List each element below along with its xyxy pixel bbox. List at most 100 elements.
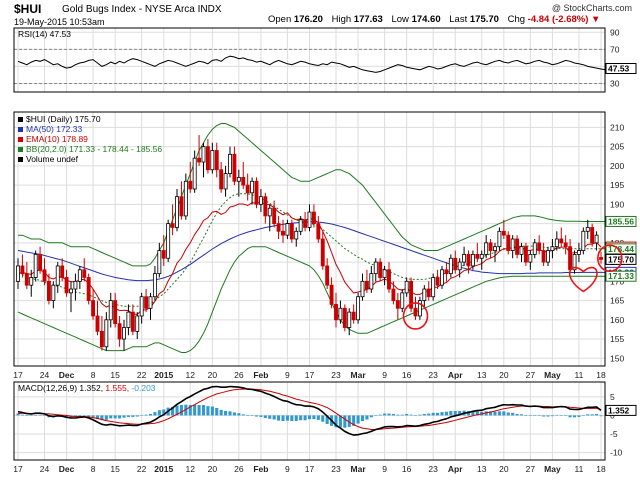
candle-body [537, 242, 542, 251]
price-x-tick-label: 12 [186, 370, 196, 380]
candle-body [466, 253, 471, 267]
macd-histogram-bar [254, 415, 259, 417]
candle-body [245, 184, 250, 194]
macd-x-tick-label: Dec [59, 464, 75, 474]
macd-histogram-bar [268, 415, 272, 419]
macd-histogram-bar [135, 415, 139, 417]
macd-histogram-bar [157, 410, 161, 416]
candle-body [33, 253, 38, 278]
macd-x-tick-label: 26 [234, 464, 244, 474]
macd-histogram-bar [427, 413, 431, 416]
price-y-tick-label: 150 [610, 353, 624, 363]
macd-histogram-bar [595, 413, 599, 416]
price-legend-entry: BB(20,2.0) 171.33 - 178.44 - 185.56 [26, 144, 162, 154]
macd-x-tick-label: 8 [91, 464, 96, 474]
candle-body [457, 261, 462, 271]
candle-body [316, 223, 321, 240]
price-y-tick-label: 160 [610, 315, 624, 325]
macd-histogram-bar [444, 411, 448, 416]
candle-body [519, 246, 524, 255]
price-legend-entry: MA(50) 172.33 [26, 124, 82, 134]
macd-histogram-bar [16, 413, 20, 416]
macd-histogram-bar [87, 415, 91, 417]
candle-body [254, 180, 259, 205]
macd-histogram-bar [383, 413, 387, 416]
macd-x-tick-label: 17 [305, 464, 315, 474]
macd-histogram-bar [113, 415, 117, 419]
candle-body [24, 273, 29, 286]
macd-line [17, 385, 602, 436]
candle-body [276, 223, 281, 232]
candle-body [95, 315, 100, 332]
open-value: 176.20 [293, 14, 323, 25]
macd-histogram-bar [542, 415, 546, 417]
price-y-tick-label: 190 [610, 199, 624, 209]
macd-histogram-bar [34, 415, 38, 416]
candle-body [599, 257, 603, 260]
price-x-tick-label: 9 [382, 370, 387, 380]
candle-body [510, 238, 515, 251]
macd-x-tick-label: 12 [186, 464, 196, 474]
ma50-line [17, 221, 606, 282]
price-x-tick-label: 24 [40, 370, 50, 380]
price-legend-entry: Volume undef [26, 154, 79, 164]
candle-body [77, 269, 82, 282]
candle-body [400, 292, 405, 309]
candle-body [258, 196, 263, 205]
brand-watermark: @ StockCharts.com [551, 3, 632, 13]
candle-body [479, 253, 484, 259]
candle-body [223, 173, 228, 190]
price-y-tick-label: 195 [610, 180, 624, 190]
candle-body [382, 269, 387, 278]
macd-x-tick-label: 18 [596, 464, 606, 474]
quote-bar: Open 176.20 High 177.63 Low 174.60 Last … [268, 14, 600, 25]
macd-histogram-bar [272, 415, 276, 420]
macd-histogram-bar [201, 405, 206, 416]
macd-y-tick-label: -10 [610, 448, 623, 458]
candle-body [572, 253, 577, 271]
candle-body [250, 180, 255, 194]
macd-histogram-bar [449, 410, 453, 416]
macd-histogram-bar [122, 415, 126, 418]
macd-histogram-bar [259, 415, 263, 417]
macd-histogram-bar [422, 413, 426, 416]
candle-body [515, 238, 520, 255]
macd-histogram-bar [210, 406, 214, 416]
candle-body [91, 300, 96, 317]
annotation-heart [568, 266, 598, 293]
candle-body [501, 230, 506, 236]
candle-body [210, 150, 215, 171]
macd-price-tag-box [605, 404, 637, 416]
macd-histogram-bar [400, 414, 404, 416]
candle-body [568, 246, 573, 271]
macd-histogram-bar [559, 415, 563, 416]
candle-body [506, 234, 511, 251]
rsi-y-tick-label: 90 [610, 27, 620, 37]
price-price-tag: 178.44 [608, 244, 634, 254]
macd-histogram-bar [316, 415, 320, 420]
candle-body [175, 196, 179, 228]
macd-histogram-bar [577, 415, 581, 417]
macd-x-tick-label: May [544, 464, 561, 474]
macd-histogram-bar [475, 411, 479, 416]
macd-x-tick-label: 23 [428, 464, 438, 474]
open-label: Open [268, 14, 292, 25]
macd-signal-line [17, 388, 602, 430]
price-x-tick-label: 9 [285, 370, 290, 380]
candle-body [267, 207, 272, 217]
macd-histogram-bar [153, 412, 157, 416]
macd-histogram-bar [352, 415, 356, 426]
price-price-tag: 171.33 [608, 271, 634, 281]
macd-histogram-bar [338, 415, 342, 428]
candle-body [338, 307, 343, 321]
annotation-circle [597, 244, 623, 273]
candle-body [38, 253, 43, 271]
candle-body [122, 327, 126, 340]
candle-body [205, 146, 210, 171]
macd-histogram-bar [175, 405, 179, 416]
macd-histogram-bar [387, 413, 391, 416]
candle-body [378, 261, 383, 278]
last-label: Last [449, 14, 468, 25]
price-y-tick-label: 165 [610, 296, 624, 306]
macd-histogram-bar [493, 411, 497, 416]
